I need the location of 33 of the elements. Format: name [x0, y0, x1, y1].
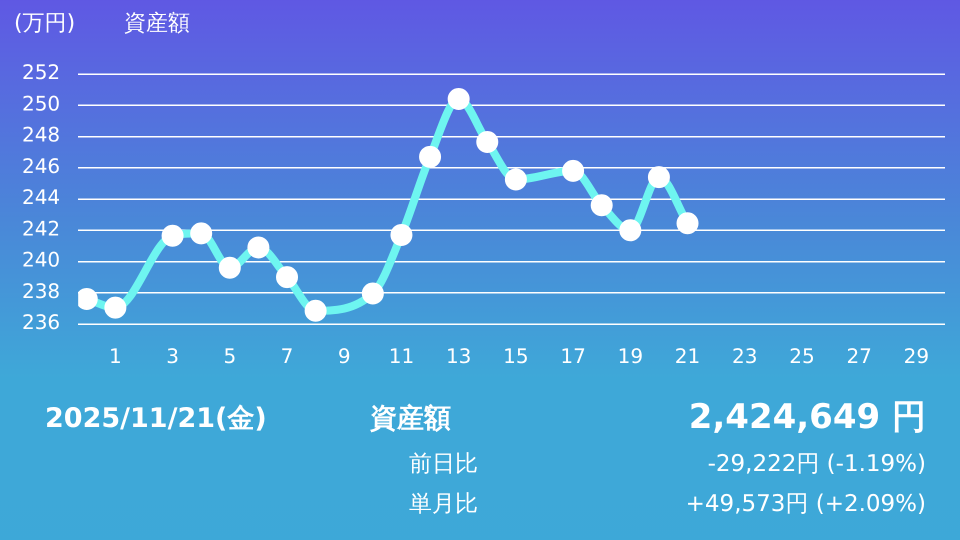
x-tick-label: 7: [280, 344, 294, 368]
x-tick-label: 9: [338, 344, 351, 368]
x-tick-label: 15: [503, 344, 529, 368]
y-axis-title: (万円): [14, 10, 76, 38]
x-tick-label: 13: [446, 344, 472, 368]
x-tick-label: 19: [618, 344, 644, 368]
y-tick-label: 244: [22, 185, 60, 210]
y-tick-label: 248: [22, 122, 60, 147]
y-tick-label: 252: [22, 60, 60, 84]
y-tick-label: 238: [22, 278, 60, 303]
y-tick-label: 250: [22, 91, 60, 116]
x-tick-label: 17: [560, 344, 586, 368]
text: 前日比: [409, 450, 478, 479]
text: 2025/11/21(金): [45, 402, 267, 436]
x-tick-label: 5: [223, 344, 236, 368]
x-tick-label: 27: [846, 344, 872, 368]
x-tick-label: 3: [166, 344, 179, 368]
y-tick-label: 236: [22, 310, 60, 334]
text: 資産額: [370, 402, 451, 436]
text: -29,222円 (-1.19%): [708, 450, 926, 479]
text: +49,573円 (+2.09%): [686, 490, 926, 519]
x-tick-label: 11: [388, 344, 414, 368]
x-tick-label: 23: [732, 344, 758, 368]
text: 単月比: [409, 490, 478, 519]
x-tick-label: 21: [674, 344, 700, 368]
y-tick-label: 242: [22, 216, 60, 240]
x-tick-label: 25: [789, 344, 815, 368]
chart-title: 資産額: [124, 10, 190, 38]
text: 2,424,649 円: [688, 396, 926, 439]
y-tick-label: 240: [22, 248, 60, 272]
y-tick-label: 246: [22, 154, 60, 178]
x-tick-label: 1: [108, 344, 122, 368]
x-tick-label: 29: [904, 344, 930, 368]
